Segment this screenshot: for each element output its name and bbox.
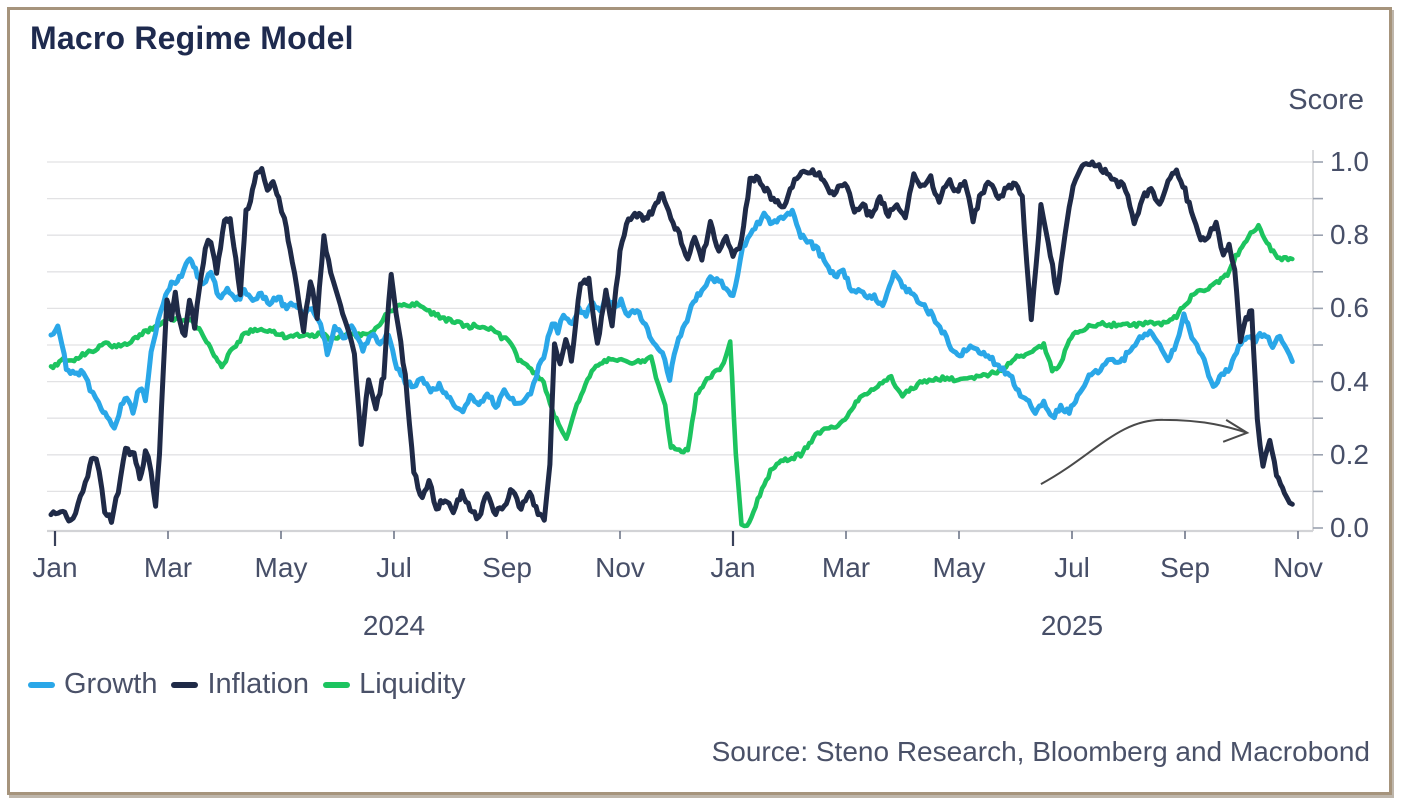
- x-tick-label: Mar: [143, 552, 193, 583]
- x-tick-label: Jul: [376, 552, 412, 583]
- legend-label: Inflation: [207, 668, 310, 700]
- axes: [47, 150, 1323, 546]
- liquidity-line: [48, 222, 1295, 529]
- legend: Growth Inflation Liquidity: [28, 668, 465, 701]
- arrow-head: [1222, 418, 1250, 443]
- legend-item-liquidity: Liquidity: [323, 668, 465, 701]
- legend-swatch-growth: [28, 681, 55, 688]
- x-tick-label: Sep: [1160, 552, 1210, 583]
- x-tick-label: Jan: [710, 552, 756, 583]
- inflation-line: [48, 159, 1295, 525]
- annotation-arrow: [1040, 418, 1250, 485]
- y-tick-label: 0.2: [1330, 438, 1369, 470]
- legend-item-growth: Growth: [28, 668, 157, 701]
- x-tick-label: May: [254, 552, 308, 583]
- x-year-label: 2024: [362, 610, 426, 641]
- arrow-shaft: [1040, 418, 1248, 485]
- y-tick-label: 0.4: [1330, 365, 1369, 397]
- legend-item-inflation: Inflation: [171, 668, 309, 701]
- y-axis-title: Score: [1288, 84, 1364, 116]
- chart-card-border: [7, 7, 1392, 795]
- y-tick-label: 0.6: [1330, 292, 1369, 324]
- source-note: Source: Steno Research, Bloomberg and Ma…: [711, 736, 1370, 767]
- x-tick-label: Jul: [1054, 552, 1090, 583]
- x-year-label: 2025: [1040, 610, 1104, 641]
- x-tick-label: May: [932, 552, 986, 583]
- legend-label: Liquidity: [359, 668, 466, 700]
- x-tick-label: Nov: [1273, 552, 1323, 583]
- y-tick-label: 0.0: [1330, 512, 1369, 543]
- x-tick-label: Nov: [595, 552, 645, 583]
- series-lines: [48, 159, 1295, 529]
- growth-line: [48, 207, 1295, 431]
- x-tick-label: Jan: [32, 552, 78, 583]
- y-tick-label: 1.0: [1330, 146, 1369, 177]
- legend-swatch-liquidity: [323, 681, 351, 688]
- y-tick-label: 0.8: [1330, 219, 1369, 251]
- gridlines: [47, 161, 1313, 493]
- legend-label: Growth: [64, 668, 158, 700]
- x-tick-label: Sep: [482, 552, 532, 583]
- x-tick-label: Mar: [821, 552, 871, 583]
- chart-title: Macro Regime Model: [30, 20, 354, 56]
- legend-swatch-inflation: [171, 681, 199, 688]
